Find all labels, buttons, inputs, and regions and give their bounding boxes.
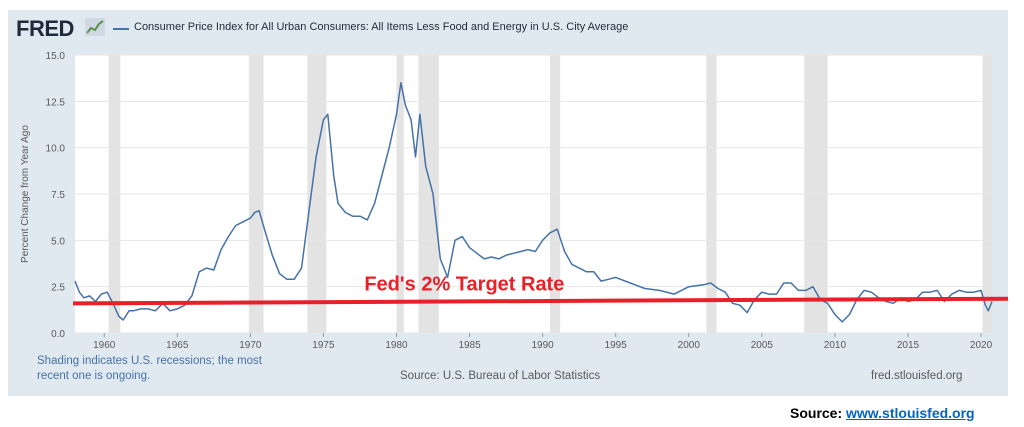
y-tick-label: 5.0 [51, 236, 65, 247]
x-tick-label: 1980 [385, 340, 408, 351]
source-note: Source: U.S. Bureau of Labor Statistics [400, 370, 601, 382]
slide-source: Source: www.stlouisfed.org [790, 405, 975, 421]
legend-label[interactable]: Consumer Price Index for All Urban Consu… [134, 21, 629, 33]
y-tick-label: 0.0 [51, 329, 65, 340]
recession-note: Shading indicates U.S. recessions; the m… [37, 355, 263, 382]
y-tick-label: 12.5 [46, 97, 66, 108]
x-tick-label: 1990 [532, 340, 555, 351]
x-tick-label: 2010 [824, 340, 847, 351]
x-tick-label: 1965 [166, 340, 189, 351]
target-rate-line [72, 296, 1009, 306]
x-tick-label: 1995 [605, 340, 628, 351]
y-tick-label: 15.0 [46, 51, 66, 62]
fred-logo[interactable]: FRED [16, 16, 74, 41]
x-tick-label: 2020 [970, 340, 993, 351]
y-tick-label: 10.0 [46, 144, 66, 155]
y-tick-label: 7.5 [51, 190, 65, 201]
site-link[interactable]: fred.stlouisfed.org [871, 370, 963, 382]
slide-source-label: Source: [790, 405, 843, 421]
y-axis-label: Percent Change from Year Ago [20, 125, 31, 263]
x-tick-label: 2015 [897, 340, 920, 351]
x-tick-label: 1985 [458, 340, 481, 351]
x-tick-label: 1960 [93, 340, 116, 351]
legend-swatch [113, 28, 129, 30]
target-rate-label: Fed's 2% Target Rate [364, 273, 564, 295]
slide-source-link[interactable]: www.stlouisfed.org [846, 405, 975, 421]
line-chart-icon [85, 18, 105, 36]
x-tick-label: 1975 [312, 340, 335, 351]
y-tick-label: 2.5 [51, 283, 65, 294]
x-tick-label: 1970 [239, 340, 262, 351]
x-tick-label: 2005 [751, 340, 774, 351]
series-line-0 [74, 82, 993, 323]
x-tick-label: 2000 [678, 340, 701, 351]
